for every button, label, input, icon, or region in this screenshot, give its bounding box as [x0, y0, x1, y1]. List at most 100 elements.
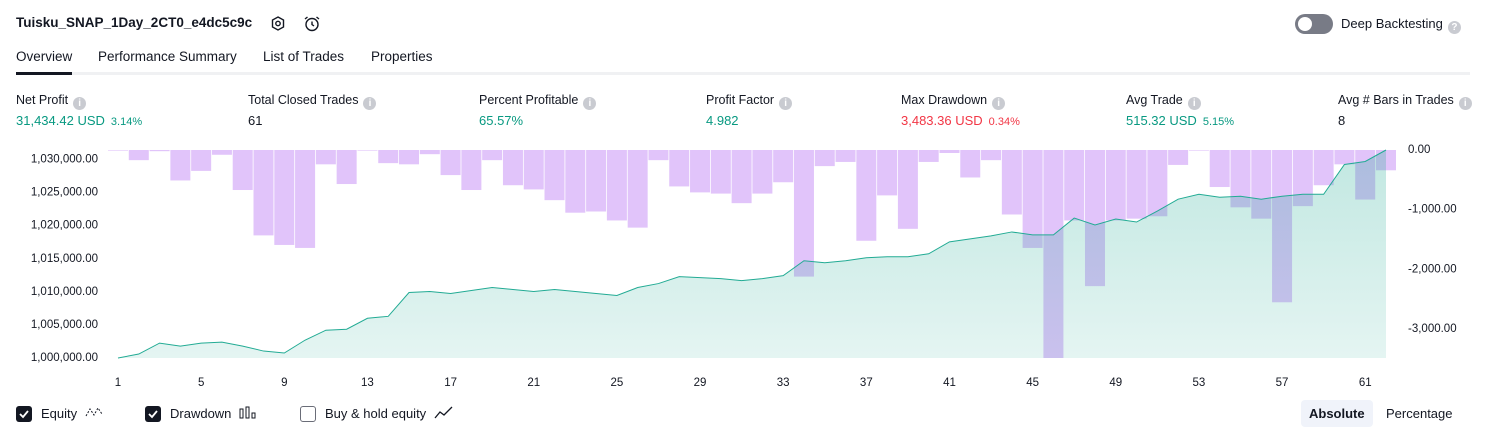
- legend-icon: [239, 405, 259, 423]
- y-tick-label: 1,025,000.00: [31, 187, 98, 199]
- metric-value-text: 61: [248, 113, 263, 128]
- drawdown-bar: [253, 150, 274, 236]
- x-tick-label: 53: [1193, 377, 1206, 389]
- metric-label-text: Total Closed Trades: [248, 93, 359, 107]
- x-tick-label: 29: [694, 377, 707, 389]
- x-tick-label: 45: [1026, 377, 1039, 389]
- legend-item[interactable]: Drawdown: [145, 405, 259, 423]
- metric-label-text: Net Profit: [16, 93, 69, 107]
- info-icon[interactable]: i: [1458, 97, 1472, 110]
- y2-tick-label: -1,000.00: [1408, 204, 1457, 216]
- drawdown-bar: [1230, 150, 1251, 208]
- drawdown-bar: [1209, 150, 1230, 188]
- drawdown-bar: [1334, 150, 1355, 165]
- x-tick-label: 5: [198, 377, 204, 389]
- y2-tick-label: 0.00: [1408, 144, 1430, 156]
- metric-value-text: 515.32 USD: [1126, 113, 1197, 128]
- metric-label: Max Drawdown i: [901, 93, 1006, 110]
- drawdown-bar: [1292, 150, 1313, 207]
- drawdown-bar: [897, 150, 918, 229]
- x-tick-label: 57: [1276, 377, 1289, 389]
- tab-underline: [16, 72, 72, 75]
- drawdown-bar: [586, 150, 607, 212]
- drawdown-bar: [939, 150, 960, 153]
- metric-label: Avg # Bars in Trades i: [1338, 93, 1472, 110]
- drawdown-bar: [877, 150, 898, 196]
- drawdown-bar: [170, 150, 191, 181]
- drawdown-bar: [191, 150, 212, 171]
- info-icon[interactable]: i: [779, 97, 793, 110]
- x-tick-label: 25: [610, 377, 623, 389]
- drawdown-bar: [378, 150, 399, 164]
- drawdown-bar: [835, 150, 856, 162]
- drawdown-bar: [731, 150, 752, 204]
- tab[interactable]: List of Trades: [263, 49, 345, 64]
- toggle-switch[interactable]: [1295, 14, 1333, 34]
- info-icon[interactable]: i: [363, 97, 377, 110]
- strategy-title: Tuisku_SNAP_1Day_2CT0_e4dc5c9c: [16, 15, 253, 30]
- metric-value-text: 65.57%: [479, 113, 524, 128]
- info-icon[interactable]: i: [73, 97, 87, 110]
- scale-mode-button[interactable]: Absolute: [1301, 400, 1373, 427]
- drawdown-bar: [149, 150, 170, 152]
- metric-label-text: Avg Trade: [1126, 93, 1183, 107]
- drawdown-bar: [814, 150, 835, 167]
- drawdown-bar: [1126, 150, 1147, 219]
- toggle-text: Deep Backtesting: [1341, 16, 1443, 31]
- drawdown-bar: [1147, 150, 1168, 217]
- drawdown-bar: [1022, 150, 1043, 248]
- x-tick-label: 33: [777, 377, 790, 389]
- legend-item[interactable]: Buy & hold equity: [300, 405, 454, 423]
- legend-item[interactable]: Equity: [16, 405, 105, 423]
- drawdown-bar: [981, 150, 1002, 161]
- metric-percent: 5.15%: [1202, 116, 1235, 128]
- drawdown-bar: [565, 150, 586, 213]
- drawdown-bar: [482, 150, 503, 161]
- checkbox[interactable]: [300, 406, 316, 422]
- metric-value: 65.57%: [479, 113, 523, 128]
- drawdown-bar: [295, 150, 316, 248]
- tab[interactable]: Performance Summary: [98, 49, 237, 64]
- metric-label-text: Avg # Bars in Trades: [1338, 93, 1454, 107]
- tab[interactable]: Overview: [16, 49, 73, 64]
- title-icons[interactable]: [268, 14, 328, 34]
- x-tick-label: 1: [115, 377, 121, 389]
- drawdown-bar: [773, 150, 794, 183]
- metric-value: 4.982: [706, 113, 739, 128]
- info-icon[interactable]: i: [992, 97, 1006, 110]
- info-icon[interactable]: i: [1187, 97, 1201, 110]
- metric-value: 8: [1338, 113, 1345, 128]
- metric-value: 515.32 USD 5.15%: [1126, 113, 1234, 128]
- metric-value: 61: [248, 113, 262, 128]
- x-tick-label: 61: [1359, 377, 1372, 389]
- tab[interactable]: Properties: [371, 49, 433, 64]
- drawdown-bar: [627, 150, 648, 228]
- metric-value-text: 31,434.42 USD: [16, 113, 105, 128]
- x-tick-label: 17: [444, 377, 457, 389]
- tab-rule: [16, 72, 1470, 75]
- drawdown-bar: [606, 150, 627, 221]
- equity-line: [117, 149, 1387, 359]
- scale-mode-button[interactable]: Percentage: [1386, 406, 1453, 421]
- drawdown-bar: [461, 150, 482, 191]
- metric-label: Net Profit i: [16, 93, 87, 110]
- drawdown-bar: [274, 150, 295, 245]
- help-icon[interactable]: ?: [1447, 21, 1461, 34]
- checkbox[interactable]: [16, 406, 32, 422]
- metric-label: Profit Factor i: [706, 93, 793, 110]
- legend-icon: [434, 405, 454, 423]
- metric-label: Avg Trade i: [1126, 93, 1201, 110]
- drawdown-bar: [960, 150, 981, 178]
- drawdown-bar: [1313, 150, 1334, 186]
- drawdown-bar: [648, 150, 669, 161]
- drawdown-bar: [918, 150, 939, 162]
- x-tick-label: 21: [527, 377, 540, 389]
- metric-value: 3,483.36 USD 0.34%: [901, 113, 1020, 128]
- info-icon[interactable]: i: [583, 97, 597, 110]
- x-tick-label: 13: [361, 377, 374, 389]
- drawdown-bar: [128, 150, 149, 161]
- checkbox[interactable]: [145, 406, 161, 422]
- metric-value: 31,434.42 USD 3.14%: [16, 113, 142, 128]
- legend-icon: [85, 405, 105, 423]
- drawdown-bar: [1001, 150, 1022, 215]
